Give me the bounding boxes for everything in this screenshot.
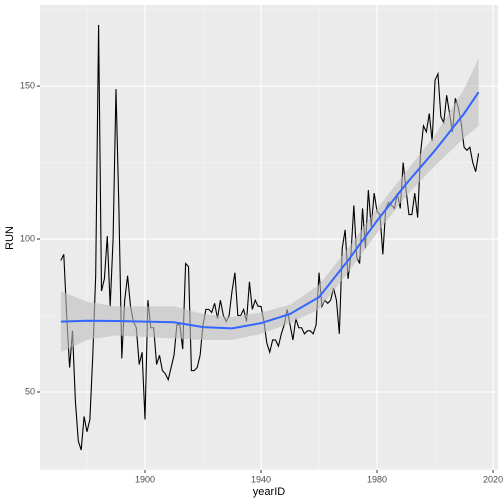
x-tick-label: 2020 bbox=[483, 474, 503, 484]
confidence-band bbox=[60, 58, 479, 353]
x-tick-label: 1980 bbox=[367, 474, 387, 484]
y-tick-label: 150 bbox=[20, 80, 35, 90]
y-axis-title: RUN bbox=[4, 226, 16, 250]
smooth-line bbox=[60, 91, 480, 330]
x-axis-title: yearID bbox=[253, 486, 285, 498]
y-tick-label: 100 bbox=[20, 233, 35, 243]
x-tick-label: 1940 bbox=[251, 474, 271, 484]
x-tick-label: 1900 bbox=[135, 474, 155, 484]
panel bbox=[40, 5, 498, 470]
y-tick-label: 50 bbox=[25, 386, 35, 396]
